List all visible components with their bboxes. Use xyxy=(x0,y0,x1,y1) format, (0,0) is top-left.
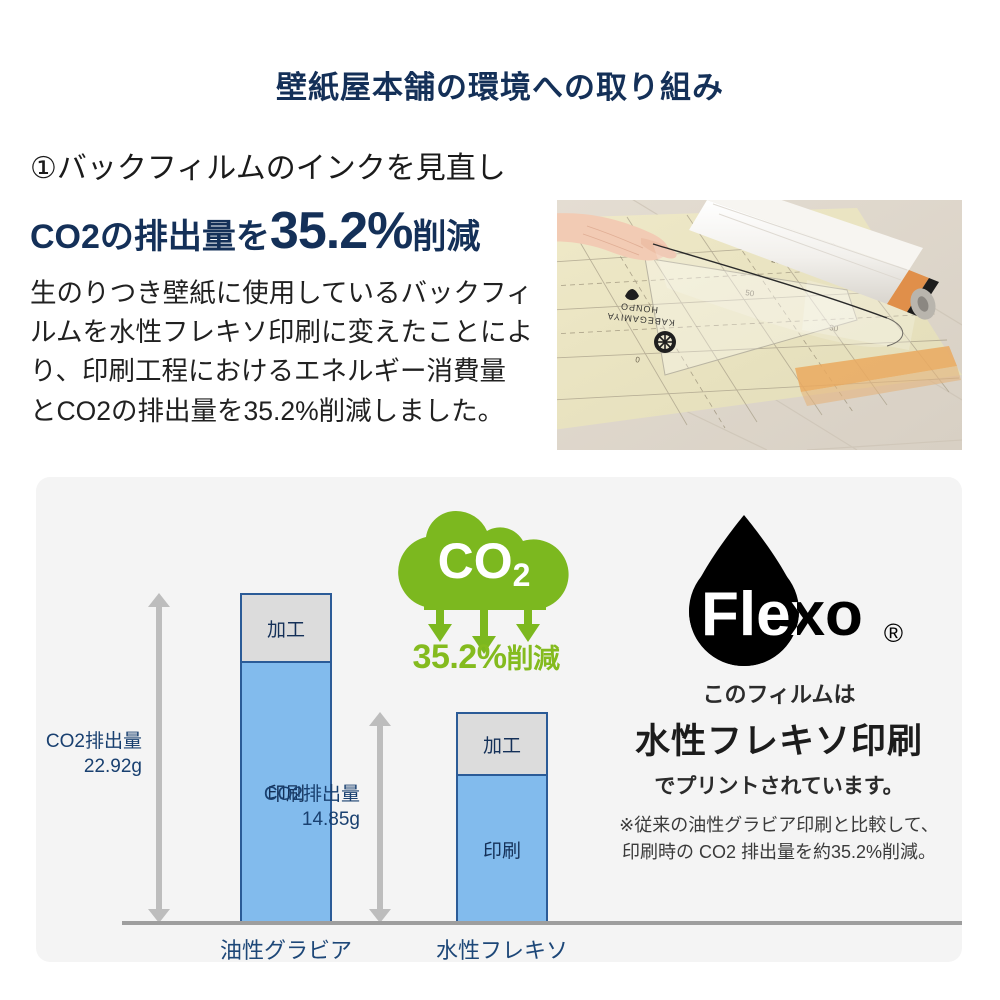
chart-baseline xyxy=(122,921,962,925)
flexo-line-2: 水性フレキソ印刷 xyxy=(634,722,923,761)
flexo-wordmark-overlay: Flexo xyxy=(701,580,863,649)
arrow-shaft xyxy=(377,724,383,911)
measure-caption-flexo: CO2排出量 xyxy=(263,784,360,805)
headline-value: 35.2% xyxy=(269,202,413,260)
co2-bar-chart: CO2排出量 22.92g 加工 印刷 CO2排出量 14.85g 加工 xyxy=(36,477,596,963)
measure-arrow-flexo xyxy=(369,712,391,923)
arrow-head-up-icon xyxy=(148,593,170,607)
intro-headline: CO2の排出量を35.2%削減 xyxy=(30,204,560,259)
body-line-3: り、印刷工程におけるエネルギー消費量 xyxy=(30,356,506,387)
measure-value-gravure: 22.92g xyxy=(83,756,142,778)
reduction-value: 35.2% xyxy=(412,638,507,676)
bar-flexo: 加工 印刷 xyxy=(456,712,548,923)
photo-illustration: 10 20 50 0 30 KABEGAMIYA HONPO xyxy=(557,200,962,450)
measure-arrow-gravure xyxy=(148,593,170,923)
flexo-note-line-2: 印刷時の CO2 排出量を約35.2%削減。 xyxy=(621,842,937,862)
svg-text:50: 50 xyxy=(745,288,756,298)
body-line-2: ルムを水性フレキソ印刷に変えたことによ xyxy=(30,317,533,348)
flexo-block: Flexo Flexo ® このフィルムは 水性フレ xyxy=(596,511,962,866)
flexo-note-line-1: ※従来の油性グラビア印刷と比較して、 xyxy=(619,815,939,835)
registered-mark: ® xyxy=(883,618,903,648)
measure-label-flexo: CO2排出量 14.85g xyxy=(244,782,360,832)
page-title: 壁紙屋本舗の環境への取り組み xyxy=(276,70,724,105)
bar-segment-kako-gravure: 加工 xyxy=(242,595,330,663)
svg-text:Flexo: Flexo xyxy=(701,580,863,649)
co2-cloud-icon: CO2 xyxy=(398,510,569,654)
flexo-line-1: このフィルムは xyxy=(702,682,856,707)
body-line-4: とCO2の排出量を35.2%削減しました。 xyxy=(30,395,505,426)
flexo-line-3: でプリントされています。 xyxy=(654,775,904,798)
flexo-wordmark: Flexo xyxy=(701,580,863,649)
arrow-head-down-icon xyxy=(369,909,391,923)
comparison-panel: CO2排出量 22.92g 加工 印刷 CO2排出量 14.85g 加工 xyxy=(36,477,962,963)
reduction-suffix: 削減 xyxy=(506,644,560,674)
bar-segment-kako-flexo: 加工 xyxy=(458,714,546,776)
body-line-1: 生のりつき壁紙に使用しているバックフィ xyxy=(30,278,533,308)
category-label-flexo: 水性フレキソ xyxy=(435,938,568,963)
bar-segment-print-flexo: 印刷 xyxy=(458,776,546,923)
measure-label-gravure: CO2排出量 22.92g xyxy=(26,729,142,779)
reduction-callout: 35.2%削減 xyxy=(366,637,606,677)
bar-segment-print-gravure: 印刷 xyxy=(242,663,330,921)
svg-text:HONPO: HONPO xyxy=(620,301,659,315)
flexo-note: ※従来の油性グラビア印刷と比較して、 印刷時の CO2 排出量を約35.2%削減… xyxy=(596,812,962,866)
arrow-shaft xyxy=(156,605,162,911)
cloud-down-arrows-icon xyxy=(428,608,540,654)
product-photo: 10 20 50 0 30 KABEGAMIYA HONPO xyxy=(557,200,962,450)
svg-text:30: 30 xyxy=(829,323,840,333)
measure-value-flexo: 14.85g xyxy=(301,809,360,831)
flexo-logo: Flexo Flexo ® xyxy=(649,511,909,671)
category-label-gravure: 油性グラビア xyxy=(219,938,352,963)
svg-text:0: 0 xyxy=(635,355,641,365)
measure-caption-gravure: CO2排出量 xyxy=(45,731,142,752)
headline-prefix: CO2の排出量を xyxy=(30,218,270,256)
bar-gravure: 加工 印刷 xyxy=(240,593,332,923)
arrow-head-up-icon xyxy=(369,712,391,726)
arrow-head-down-icon xyxy=(148,909,170,923)
intro-lede: ①バックフィルムのインクを見直し xyxy=(30,152,506,185)
co2-cloud-graphic: CO2 xyxy=(376,490,591,690)
intro-body: 生のりつき壁紙に使用しているバックフィ ルムを水性フレキソ印刷に変えたことによ … xyxy=(30,274,550,431)
headline-suffix: 削減 xyxy=(412,218,481,256)
flexo-droplet-icon: Flexo xyxy=(689,515,863,666)
